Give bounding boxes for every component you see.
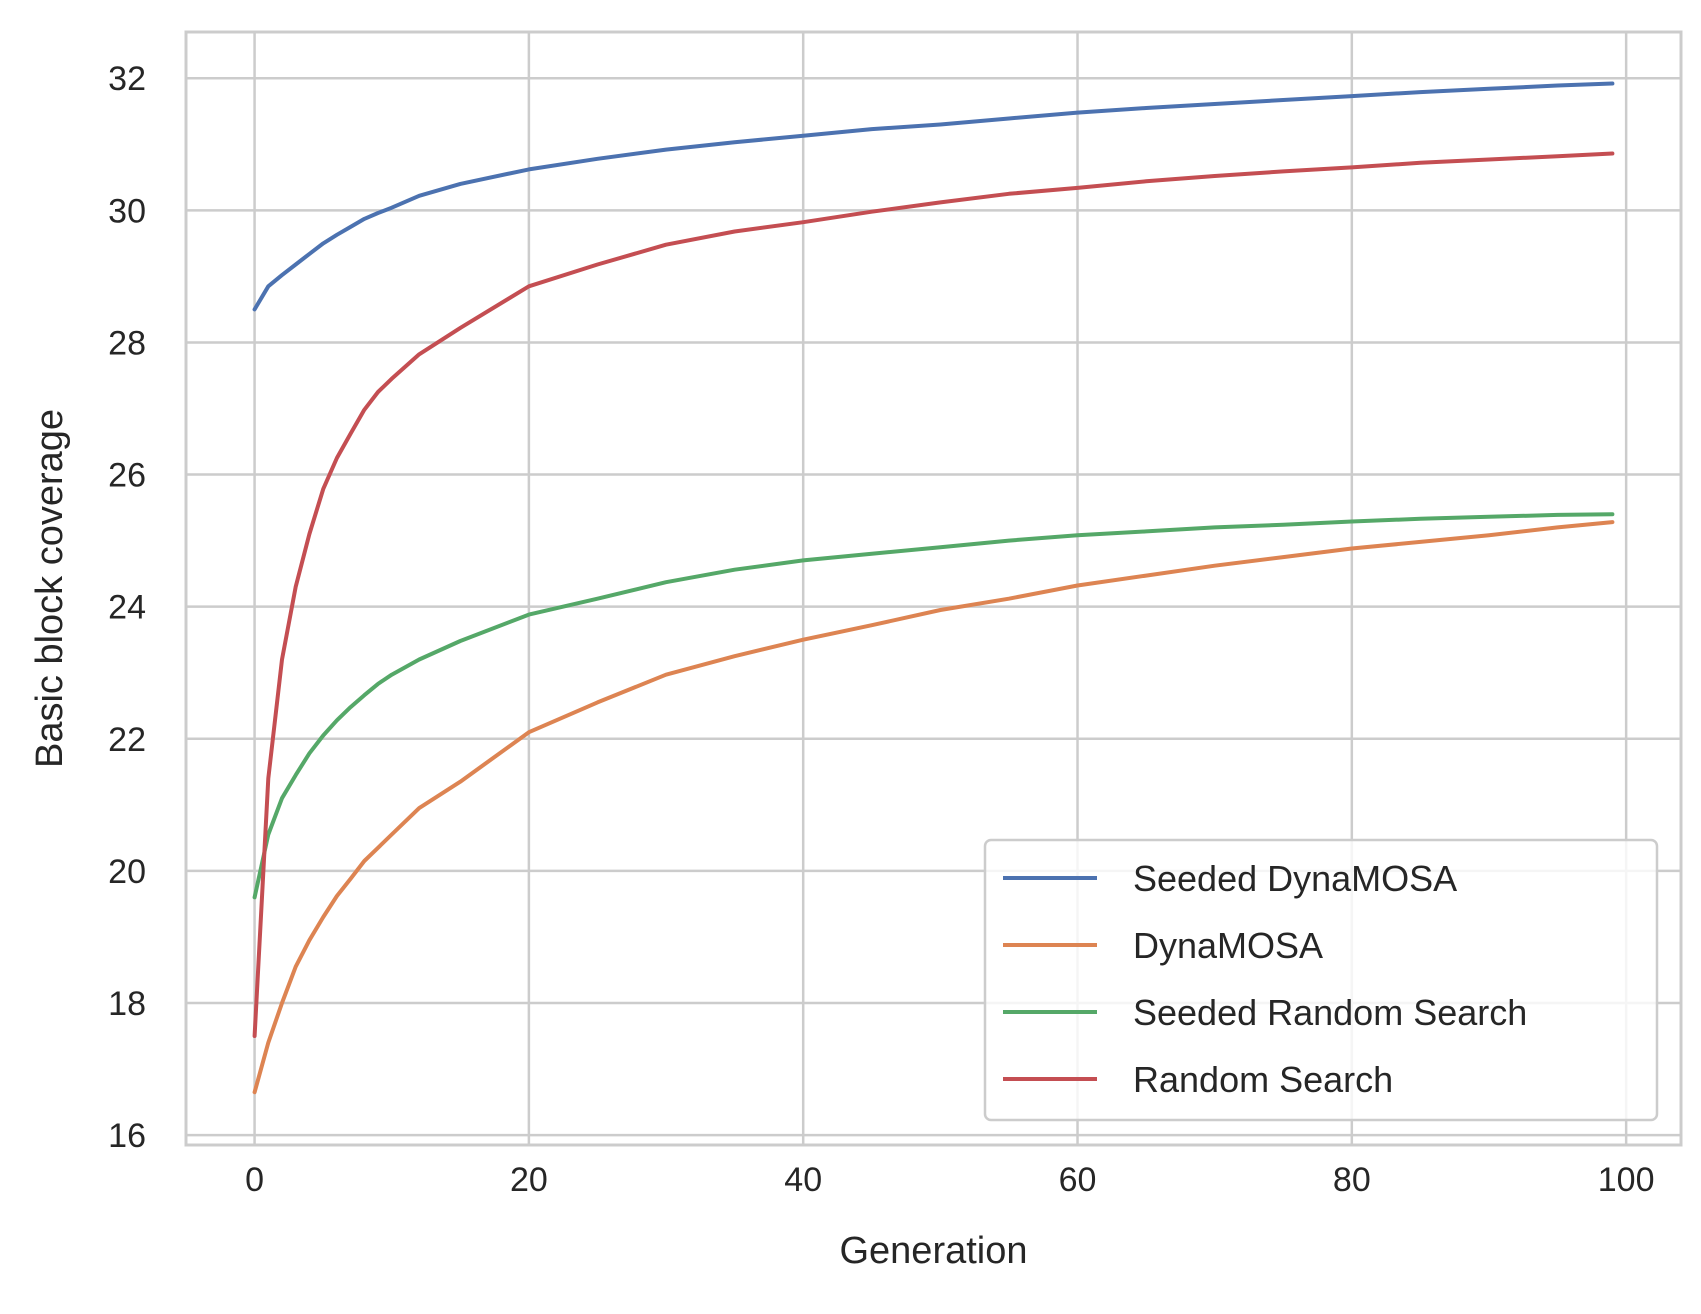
x-tick-label: 60 — [1059, 1161, 1097, 1199]
legend-label: DynaMOSA — [1133, 925, 1323, 966]
series-line-seeded-dynamosa — [252, 81, 1615, 312]
series-line-dynamosa — [252, 520, 1615, 1095]
tick-labels: 0 20 40 60 80 100 16 18 20 22 24 26 28 30 32 — [108, 60, 1654, 1199]
series-line-random-search — [252, 151, 1615, 1038]
x-tick-label: 20 — [510, 1161, 548, 1199]
y-tick-label: 16 — [108, 1117, 146, 1155]
x-axis-label: Generation — [839, 1230, 1027, 1272]
legend-label: Random Search — [1133, 1059, 1393, 1100]
x-tick-label: 0 — [245, 1161, 264, 1199]
legend-label: Seeded DynaMOSA — [1133, 858, 1457, 899]
y-tick-label: 28 — [108, 324, 146, 362]
legend: Seeded DynaMOSA DynaMOSA Seeded Random Sea… — [983, 838, 1659, 1122]
y-tick-label: 30 — [108, 192, 146, 230]
series-lines — [252, 81, 1615, 1095]
y-tick-label: 18 — [108, 985, 146, 1023]
y-tick-label: 24 — [108, 589, 146, 627]
y-tick-label: 22 — [108, 721, 146, 759]
y-tick-label: 32 — [108, 60, 146, 98]
legend-label: Seeded Random Search — [1133, 992, 1527, 1033]
x-tick-label: 80 — [1333, 1161, 1371, 1199]
y-axis-label: Basic block coverage — [29, 409, 71, 768]
x-tick-label: 100 — [1598, 1161, 1655, 1199]
plot-frame — [184, 30, 1683, 1147]
x-tick-label: 40 — [784, 1161, 822, 1199]
legend-box — [983, 838, 1659, 1122]
grid — [186, 32, 1681, 1145]
y-tick-label: 20 — [108, 853, 146, 891]
y-tick-label: 26 — [108, 457, 146, 495]
series-line-seeded-random-search — [252, 512, 1615, 900]
